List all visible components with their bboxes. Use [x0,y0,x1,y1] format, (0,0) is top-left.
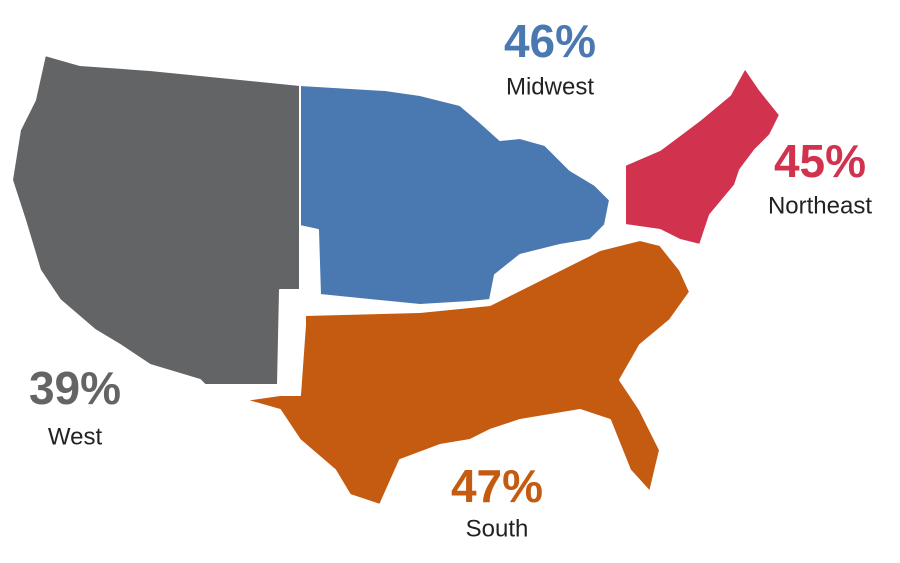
region-name: South [466,515,529,542]
region-value: 39% [29,362,121,414]
region [244,239,691,506]
region [11,54,301,386]
region-name: West [48,423,103,450]
labels: 46% Midwest 45% Northeast 39% West 47% South [29,15,872,542]
region-value: 46% [504,15,596,67]
regions [11,54,781,506]
region [294,84,611,306]
region-name: Northeast [768,192,872,219]
region-name: Midwest [506,73,594,100]
region-value: 47% [451,460,543,512]
region [624,67,781,246]
region-value: 45% [774,135,866,187]
